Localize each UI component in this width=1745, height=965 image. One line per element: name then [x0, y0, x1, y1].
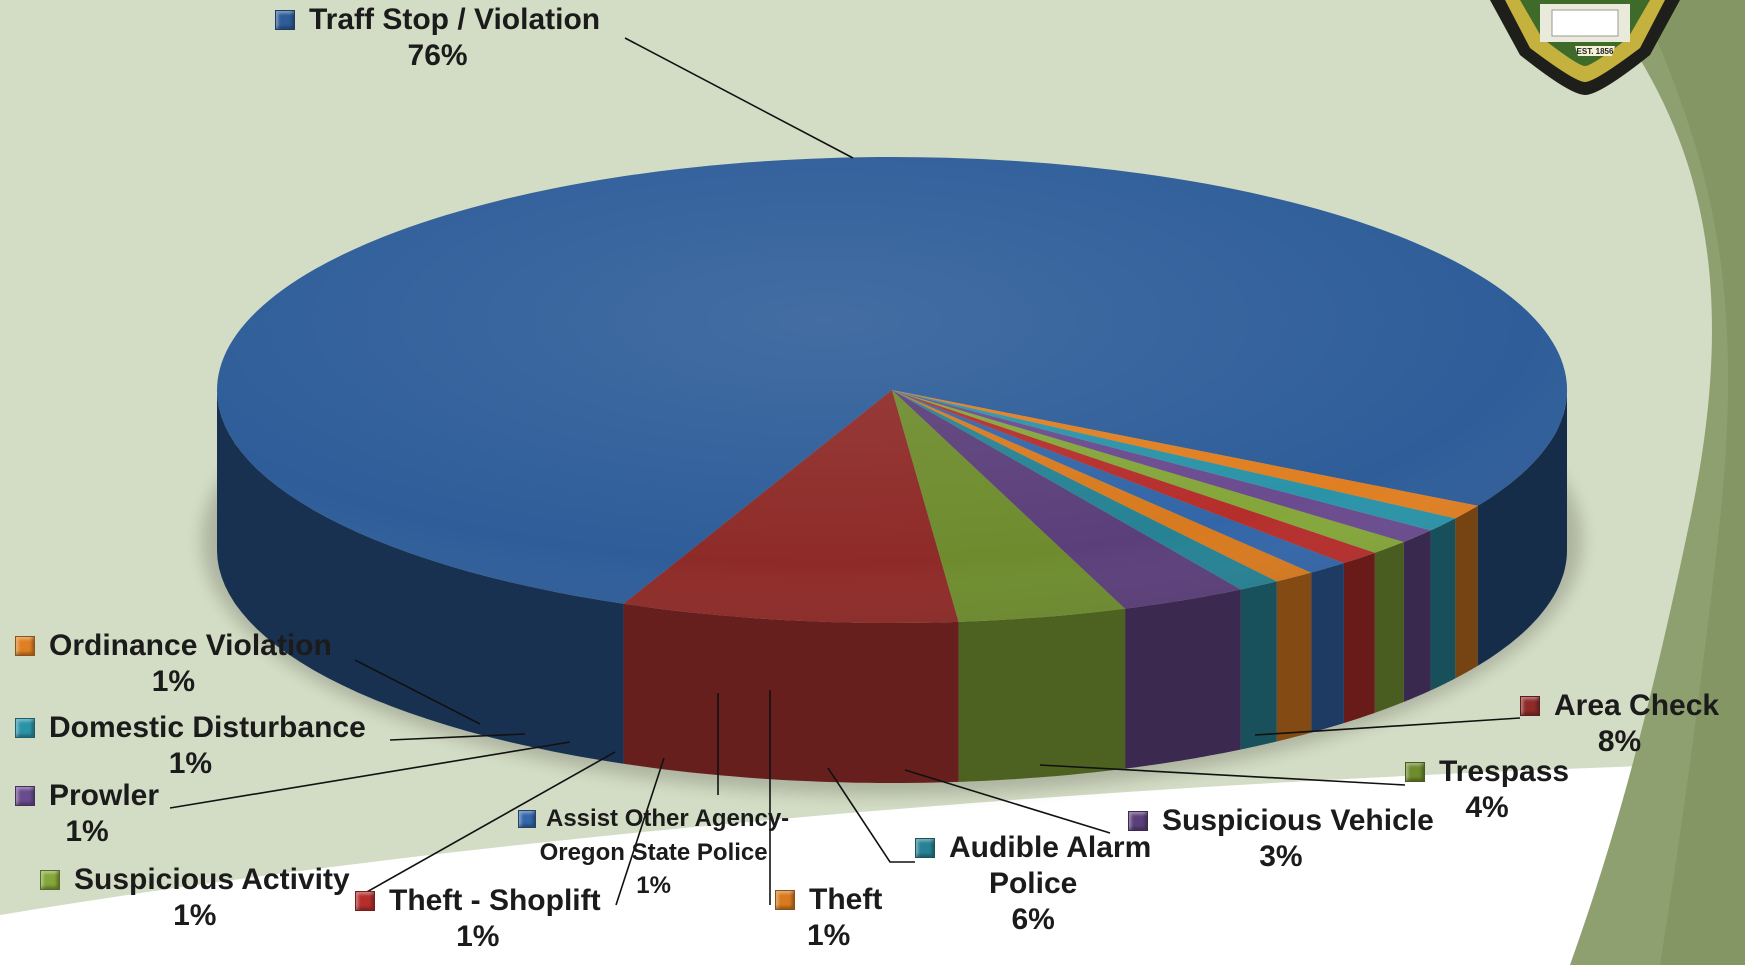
slice-side — [1125, 589, 1241, 769]
data-label-theft: Theft 1% — [775, 882, 882, 954]
data-label-ordinance-violation: Ordinance Violation 1% — [15, 628, 332, 700]
label-text: Police — [988, 867, 1078, 900]
data-label-traff-stop-violation: Traff Stop / Violation 76% — [275, 2, 600, 74]
legend-swatch — [275, 10, 295, 30]
label-text: Assist Other Agency- — [546, 805, 790, 832]
label-text: Trespass — [1439, 755, 1570, 788]
slice-side — [1240, 581, 1277, 750]
leader-line — [1254, 717, 1521, 736]
label-text: Oregon State Police — [539, 838, 768, 866]
slice-side — [1276, 572, 1312, 742]
label-text: Suspicious Activity — [74, 863, 350, 896]
label-text: Prowler — [49, 779, 160, 812]
data-label-suspicious-activity: Suspicious Activity 1% — [40, 862, 350, 934]
data-label-theft-shoplift: Theft - Shoplift 1% — [355, 883, 601, 955]
leader-line — [615, 757, 665, 906]
legend-swatch — [1405, 762, 1425, 782]
legend-swatch — [775, 890, 795, 910]
slice-side — [1343, 552, 1375, 724]
svg-text:EST. 1856: EST. 1856 — [1577, 47, 1614, 56]
slice-side — [1430, 518, 1456, 691]
label-text: Audible Alarm — [949, 831, 1152, 864]
leader-line — [364, 751, 616, 894]
slice-side — [1455, 505, 1478, 679]
data-label-audible-alarm-police: Audible Alarm Police 6% — [915, 830, 1151, 938]
legend-swatch — [40, 870, 60, 890]
data-label-prowler: Prowler 1% — [15, 778, 159, 850]
leader-line — [904, 769, 1111, 834]
legend-swatch — [15, 636, 35, 656]
leader-line — [389, 733, 526, 741]
legend-swatch — [915, 838, 935, 858]
data-label-domestic-disturbance: Domestic Disturbance 1% — [15, 710, 366, 782]
label-text: Traff Stop / Violation — [309, 3, 601, 36]
legend-swatch — [355, 891, 375, 911]
label-text: Theft — [809, 883, 883, 916]
legend-swatch — [15, 786, 35, 806]
label-percent: 1% — [173, 899, 217, 932]
label-percent: 1% — [65, 815, 109, 848]
label-text: Domestic Disturbance — [49, 711, 366, 744]
label-percent: 8% — [1597, 725, 1642, 758]
label-text: Theft - Shoplift — [389, 884, 601, 917]
leader-line — [827, 767, 915, 863]
legend-swatch — [1520, 696, 1540, 716]
label-text: Ordinance Violation — [49, 629, 332, 662]
leader-line — [624, 37, 854, 159]
label-percent: 1% — [636, 872, 671, 900]
slice-side — [1311, 563, 1344, 733]
label-percent: 76% — [407, 39, 468, 72]
legend-swatch — [518, 809, 536, 828]
data-label-trespass: Trespass 4% — [1405, 754, 1569, 826]
slice-side — [1374, 541, 1404, 713]
leader-line — [354, 659, 481, 725]
legend-swatch — [1128, 811, 1148, 831]
data-label-suspicious-vehicle: Suspicious Vehicle 3% — [1128, 803, 1434, 875]
label-text: Suspicious Vehicle — [1162, 804, 1434, 837]
legend-swatch — [15, 718, 35, 738]
label-percent: 1% — [151, 665, 196, 698]
leader-line — [1039, 764, 1406, 786]
leader-line — [169, 741, 571, 809]
label-percent: 1% — [456, 920, 500, 953]
department-badge-logo: EST. 1856 — [1490, 0, 1680, 95]
label-percent: 1% — [806, 919, 851, 952]
label-percent: 4% — [1465, 791, 1509, 824]
slice-side — [1403, 530, 1431, 702]
slice-side — [623, 603, 959, 783]
label-percent: 6% — [1011, 903, 1055, 936]
label-percent: 3% — [1259, 840, 1303, 873]
slice-side — [958, 608, 1126, 782]
label-text: Area Check — [1554, 689, 1720, 722]
label-percent: 1% — [168, 747, 213, 780]
data-label-area-check: Area Check 8% — [1520, 688, 1719, 760]
data-label-assist-other-agency-oregon-state-police: Assist Other Agency- Oregon State Police 1… — [518, 802, 789, 903]
